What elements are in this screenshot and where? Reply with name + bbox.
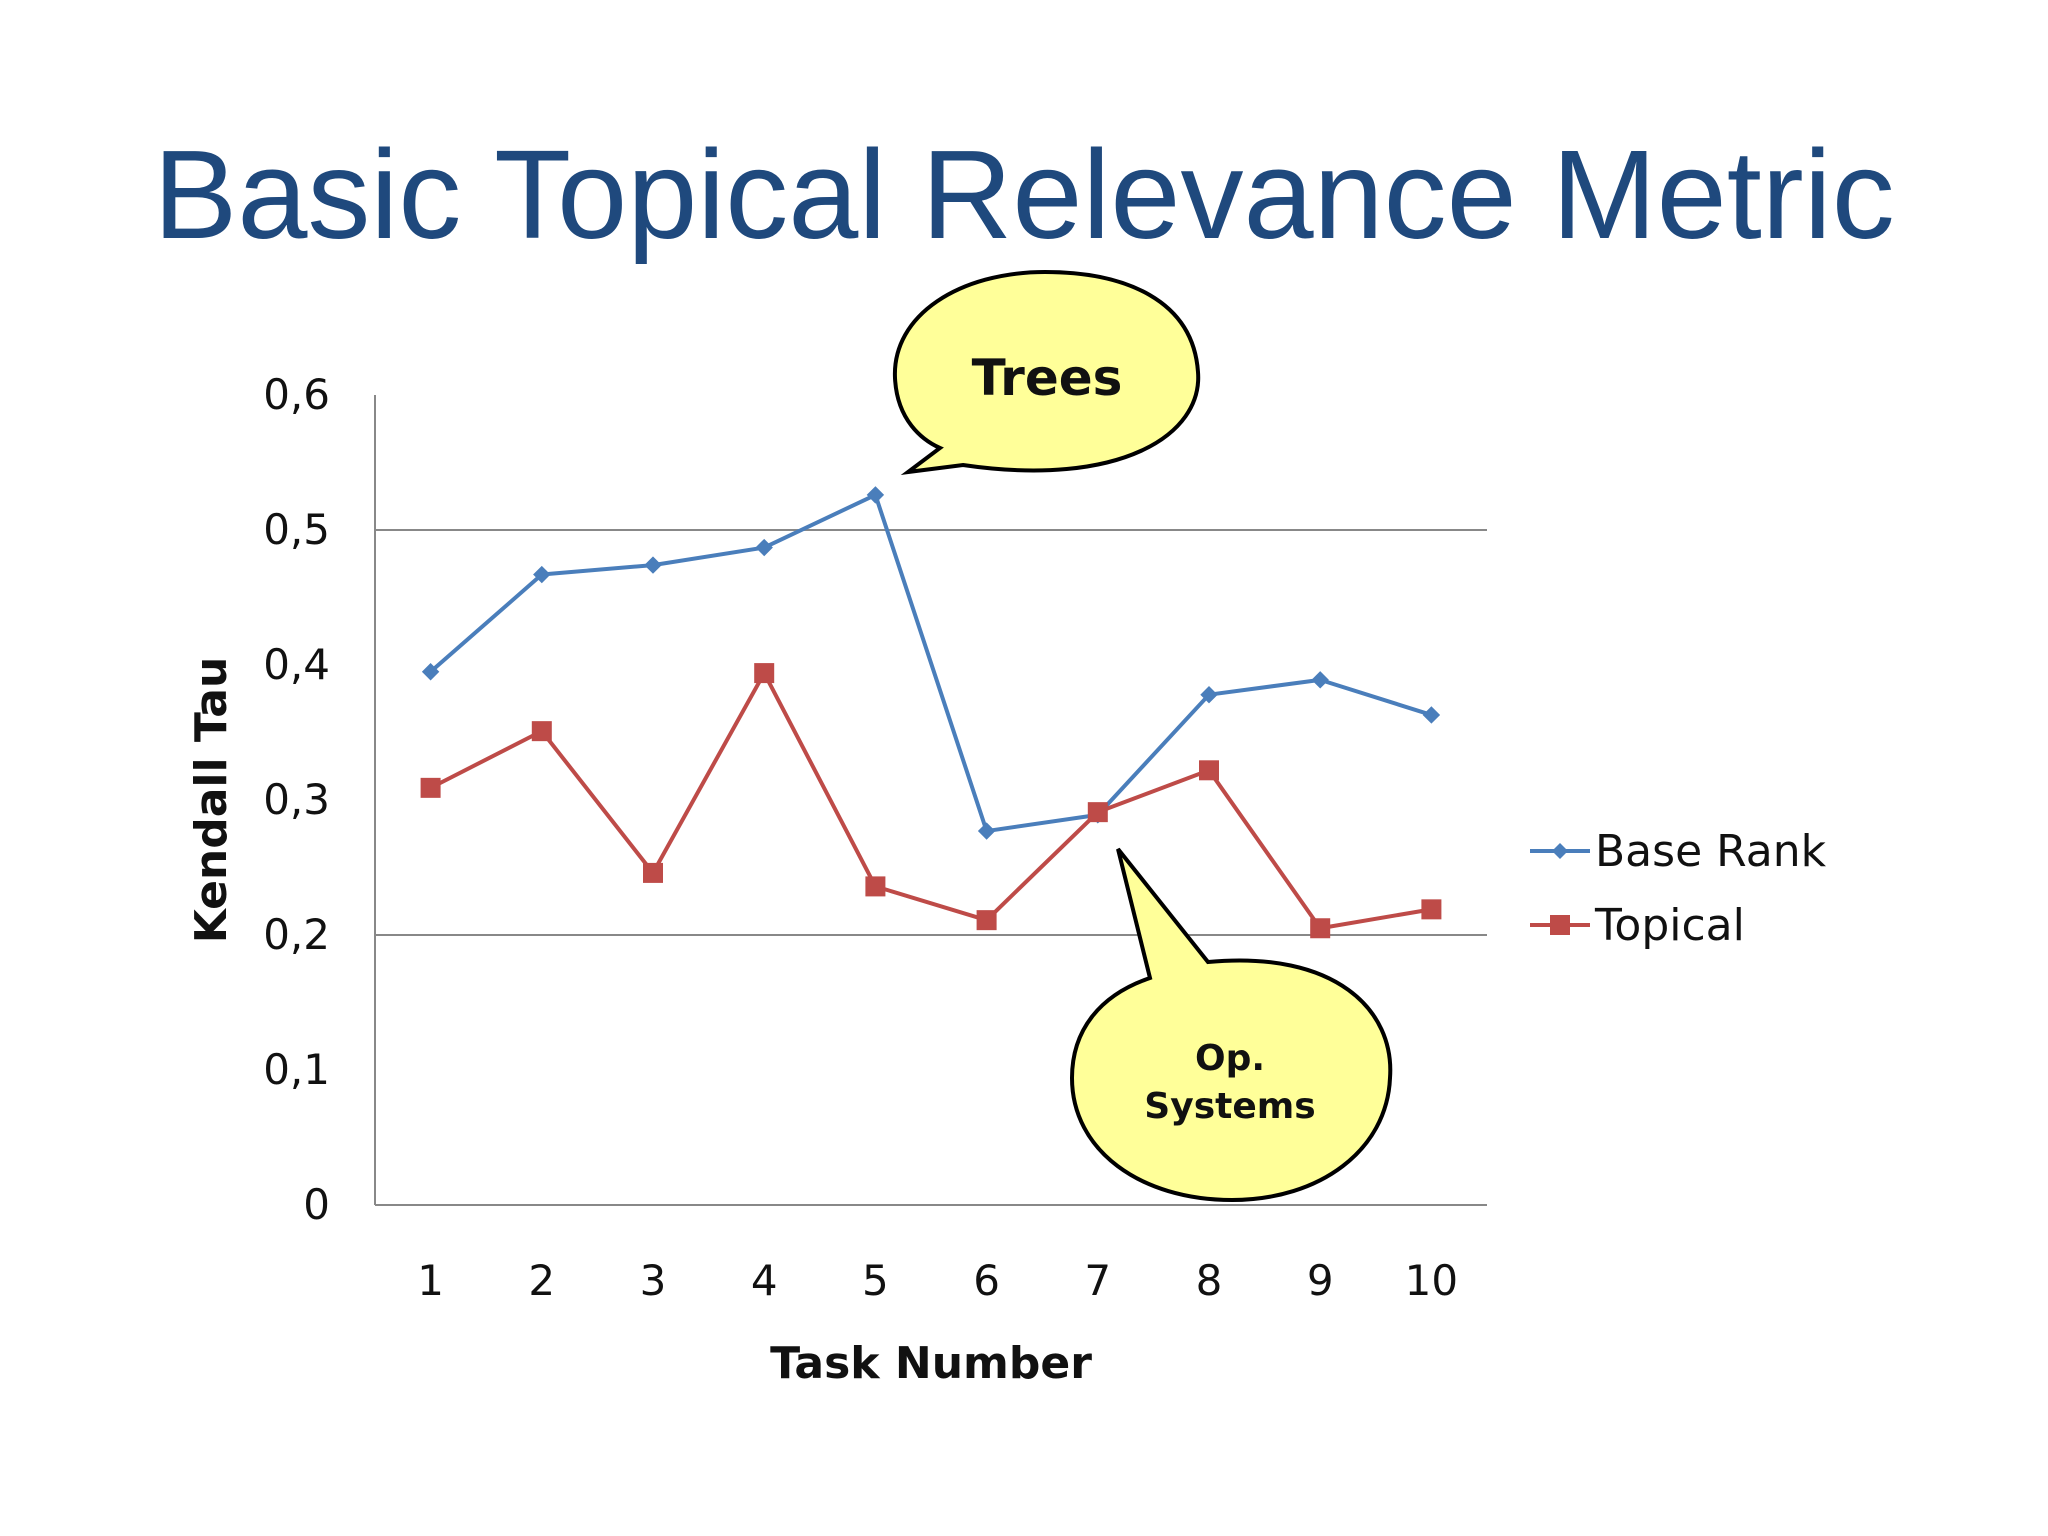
callout-os-bubble <box>1069 847 1393 1203</box>
legend-item-topical: Topical <box>1530 900 1745 951</box>
data-point-topical <box>531 721 552 742</box>
x-tick-label: 10 <box>1405 1256 1458 1305</box>
x-tick-label: 2 <box>528 1256 555 1305</box>
y-tick-label: 0,6 <box>263 370 330 419</box>
x-tick-label: 6 <box>973 1256 1000 1305</box>
callout-trees-bubble <box>892 269 1201 475</box>
y-tick-labels: 0 0,1 0,2 0,3 0,4 0,5 0,6 <box>263 370 330 1229</box>
x-tick-label: 3 <box>640 1256 667 1305</box>
legend-label-topical: Topical <box>1594 900 1745 951</box>
data-point-base-rank <box>1200 685 1218 704</box>
data-point-topical <box>1421 899 1442 920</box>
x-tick-label: 7 <box>1084 1256 1111 1305</box>
x-tick-label: 9 <box>1307 1256 1334 1305</box>
x-tick-label: 8 <box>1196 1256 1223 1305</box>
series-line-topical <box>429 671 1432 931</box>
data-point-topical <box>1199 760 1219 781</box>
y-tick-label: 0,1 <box>263 1045 330 1094</box>
legend-marker-base-rank <box>1552 843 1568 859</box>
legend: Base Rank Topical <box>1530 826 1827 951</box>
y-tick-label: 0,3 <box>263 775 330 824</box>
y-axis-title: Kendall Tau <box>186 657 237 944</box>
callout-os-label-line1: Op. <box>1195 1038 1265 1079</box>
series-layer <box>420 486 1442 939</box>
gridlines <box>375 529 1487 1206</box>
x-tick-label: 4 <box>751 1256 778 1305</box>
legend-marker-topical <box>1550 915 1570 935</box>
data-point-base-rank <box>644 556 662 574</box>
x-axis-title: Task Number <box>770 1338 1092 1389</box>
callout-os-label-line2: Systems <box>1144 1086 1315 1127</box>
data-point-base-rank <box>1422 706 1441 724</box>
series-line-base-rank <box>429 492 1433 834</box>
y-tick-label: 0,4 <box>263 640 330 689</box>
y-tick-label: 0,5 <box>263 505 330 554</box>
callout-trees: Trees <box>892 269 1201 475</box>
legend-label-base-rank: Base Rank <box>1595 826 1827 877</box>
data-point-base-rank <box>866 486 885 504</box>
data-point-base-rank <box>421 663 440 681</box>
data-point-topical <box>420 777 441 798</box>
callout-os: Op. Systems <box>1069 847 1393 1203</box>
callout-trees-label: Trees <box>972 349 1123 407</box>
data-point-topical <box>643 862 663 883</box>
y-tick-label: 0,2 <box>263 910 330 959</box>
data-point-topical <box>1087 802 1108 823</box>
data-point-topical <box>754 663 775 684</box>
data-point-base-rank <box>755 538 773 557</box>
data-point-topical <box>976 910 997 931</box>
y-tick-label: 0 <box>303 1180 330 1229</box>
data-point-topical <box>1310 918 1331 939</box>
data-point-base-rank <box>977 822 996 840</box>
data-point-topical <box>865 876 886 897</box>
legend-item-base-rank: Base Rank <box>1530 826 1827 877</box>
x-tick-label: 1 <box>417 1256 444 1305</box>
data-point-base-rank <box>1311 671 1329 689</box>
data-point-base-rank <box>533 565 551 584</box>
x-tick-label: 5 <box>862 1256 889 1305</box>
x-tick-labels: 1 2 3 4 5 6 7 8 9 10 <box>417 1256 1458 1305</box>
slide-title: Basic Topical Relevance Metric <box>153 124 1895 265</box>
